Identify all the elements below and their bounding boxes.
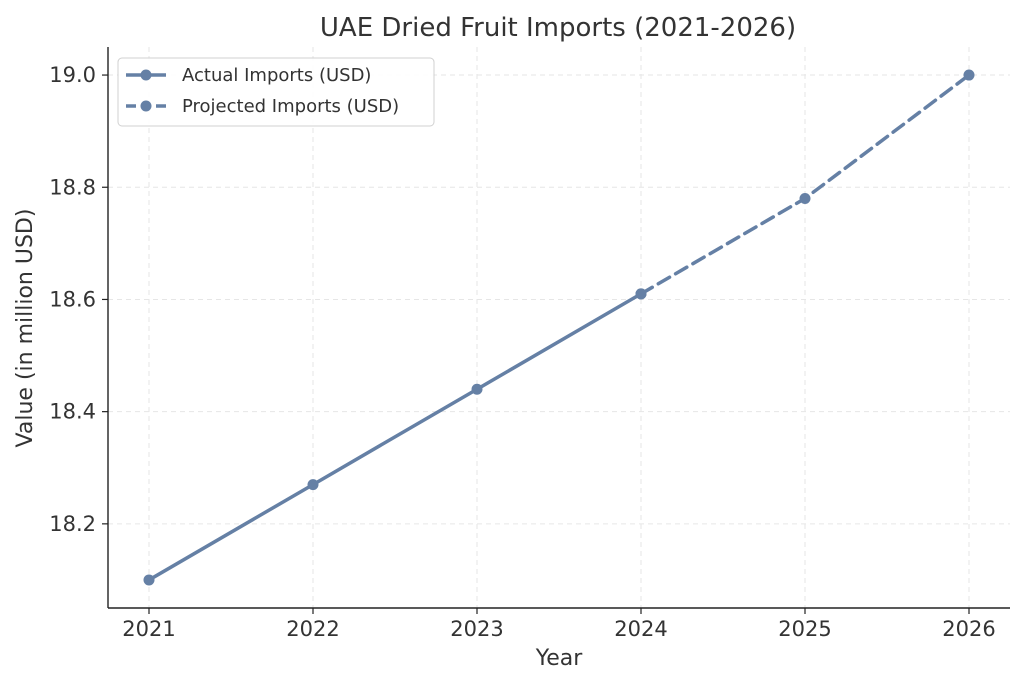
legend-label: Projected Imports (USD) xyxy=(182,96,399,117)
actual-data-point xyxy=(307,479,319,491)
x-tick-label: 2026 xyxy=(942,617,995,641)
chart-title: UAE Dried Fruit Imports (2021-2026) xyxy=(320,13,796,43)
x-axis-ticks: 2021 2022 2023 2024 2025 2026 xyxy=(122,608,996,641)
x-tick-label: 2025 xyxy=(778,617,831,641)
x-tick-label: 2021 xyxy=(122,617,175,641)
series-layer xyxy=(143,69,975,586)
x-axis-label: Year xyxy=(535,646,584,671)
projected-data-point xyxy=(799,192,811,204)
axes xyxy=(107,47,1010,609)
actual-data-point xyxy=(143,574,155,586)
legend-marker xyxy=(140,69,152,81)
projected-data-point xyxy=(963,69,975,81)
legend-box xyxy=(117,57,435,127)
y-tick-label: 18.6 xyxy=(49,287,96,311)
y-tick-label: 19.0 xyxy=(49,63,96,87)
x-tick-label: 2022 xyxy=(286,617,339,641)
y-tick-label: 18.8 xyxy=(49,175,96,199)
y-axis-ticks: 18.2 18.4 18.6 18.8 19.0 xyxy=(49,63,108,536)
grid-lines xyxy=(108,47,1010,608)
y-axis-label: Value (in million USD) xyxy=(13,209,38,448)
projected-data-point xyxy=(635,288,647,300)
legend-label: Actual Imports (USD) xyxy=(182,65,371,86)
y-tick-label: 18.2 xyxy=(49,512,96,536)
actual-data-point xyxy=(471,383,483,395)
legend: Actual Imports (USD) Projected Imports (U… xyxy=(117,57,435,127)
x-tick-label: 2024 xyxy=(614,617,667,641)
legend-marker xyxy=(140,100,152,112)
actual-series-line xyxy=(147,292,643,582)
x-tick-label: 2023 xyxy=(450,617,503,641)
y-tick-label: 18.4 xyxy=(49,400,96,424)
